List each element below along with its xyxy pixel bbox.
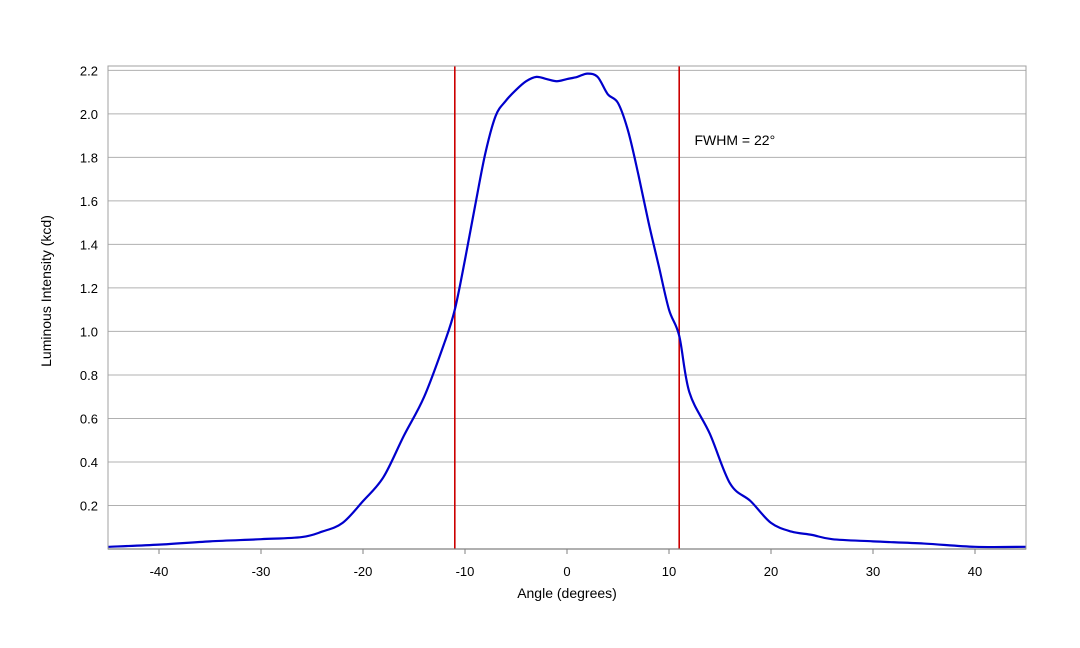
y-tick-label: 1.4 [80,237,98,252]
x-tick-label: -40 [150,564,169,579]
x-tick-label: -20 [354,564,373,579]
x-tick-label: 40 [968,564,982,579]
y-tick-label: 0.6 [80,411,98,426]
x-tick-label: 0 [563,564,570,579]
y-tick-label: 0.4 [80,455,98,470]
fwhm-annotation: FWHM = 22° [695,132,776,148]
x-tick-label: -10 [456,564,475,579]
y-tick-label: 1.8 [80,150,98,165]
y-tick-label: 1.6 [80,194,98,209]
y-tick-label: 0.8 [80,368,98,383]
y-axis-title: Luminous Intensity (kcd) [38,215,54,367]
y-axis-ticks: 0.2 0.4 0.6 0.8 1.0 1.2 1.4 1.6 1.8 2.0 2.2 [80,63,98,513]
grid-lines [108,69,1026,506]
annotations: FWHM = 22° [695,132,776,148]
y-tick-label: 2.2 [80,63,98,78]
series-layer [107,72,1027,549]
intensity-series-line [107,72,1027,549]
x-tick-label: 10 [662,564,676,579]
x-tick-label: -30 [252,564,271,579]
x-axis-title: Angle (degrees) [517,585,617,601]
x-tick-label: 20 [764,564,778,579]
x-tick-label: 30 [866,564,880,579]
y-tick-label: 1.0 [80,324,98,339]
x-axis-ticks: -40 -30 -20 -10 0 10 20 30 40 [150,549,982,579]
y-tick-label: 1.2 [80,281,98,296]
y-tick-label: 2.0 [80,107,98,122]
y-tick-label: 0.2 [80,498,98,513]
